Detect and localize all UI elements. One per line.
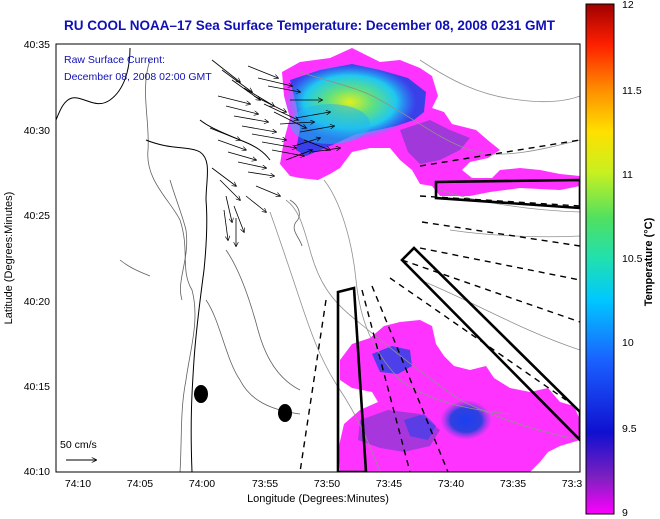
x-axis: 74:10 74:05 74:00 73:55 73:50 73:45 73:4… (65, 478, 583, 505)
colorbar-label: Temperature (°C) (643, 217, 655, 306)
colorbar-tick: 10.5 (622, 253, 643, 265)
radar-site-marker (194, 385, 208, 403)
y-tick: 40:20 (24, 296, 50, 308)
bathymetry-contours (269, 59, 580, 472)
colorbar-tick: 11.5 (622, 85, 642, 97)
y-tick: 40:35 (24, 39, 50, 51)
x-tick: 74:10 (65, 478, 91, 490)
x-tick: 73:55 (252, 478, 278, 490)
x-axis-label: Longitude (Degrees:Minutes) (247, 493, 389, 505)
sst-cyan-band (290, 104, 370, 144)
y-axis-label: Latitude (Degrees:Minutes) (3, 192, 15, 325)
sst-patch-north-purple (400, 120, 470, 164)
coastline (56, 47, 208, 472)
colorbar-tick: 9.5 (622, 423, 637, 435)
sst-blue-eddy (440, 400, 492, 440)
current-vectors (209, 59, 340, 246)
x-tick: 73:3 (562, 478, 583, 490)
plot-frame (55, 43, 581, 473)
colorbar-gradient (585, 3, 615, 515)
x-tick: 74:00 (189, 478, 215, 490)
sst-patch-south-blue2 (404, 414, 436, 440)
colorbar-tick: 9 (622, 507, 628, 519)
y-tick: 40:30 (24, 125, 50, 137)
x-tick: 73:35 (500, 478, 526, 490)
legend-current-date: December 08, 2008 02:00 GMT (64, 71, 212, 83)
study-areas (336, 178, 580, 472)
colorbar-tick: 11 (622, 169, 633, 181)
study-box-north (434, 178, 580, 210)
map-title: RU COOL NOAA–17 Sea Surface Temperature:… (64, 18, 555, 33)
colorbar: 12 11.5 11 10.5 10 9.5 9 Temperature (°C… (585, 0, 655, 519)
x-tick: 73:40 (438, 478, 464, 490)
study-box-diagonal (400, 246, 580, 442)
colorbar-tick: 10 (622, 337, 634, 349)
legend-current-label: Raw Surface Current: (64, 54, 165, 66)
map-layers (56, 47, 580, 472)
y-tick: 40:10 (24, 466, 50, 478)
x-tick: 74:05 (127, 478, 153, 490)
radar-site-marker (278, 404, 292, 422)
colorbar-tick: 12 (622, 0, 634, 11)
study-box-south (336, 286, 368, 472)
x-tick: 73:45 (376, 478, 402, 490)
x-tick: 73:50 (314, 478, 340, 490)
y-tick: 40:25 (24, 210, 50, 222)
y-tick: 40:15 (24, 381, 50, 393)
scale-label: 50 cm/s (60, 439, 97, 451)
y-axis: 40:35 40:30 40:25 40:20 40:15 40:10 Lati… (3, 39, 50, 478)
coast-shelf-contours (119, 59, 303, 472)
